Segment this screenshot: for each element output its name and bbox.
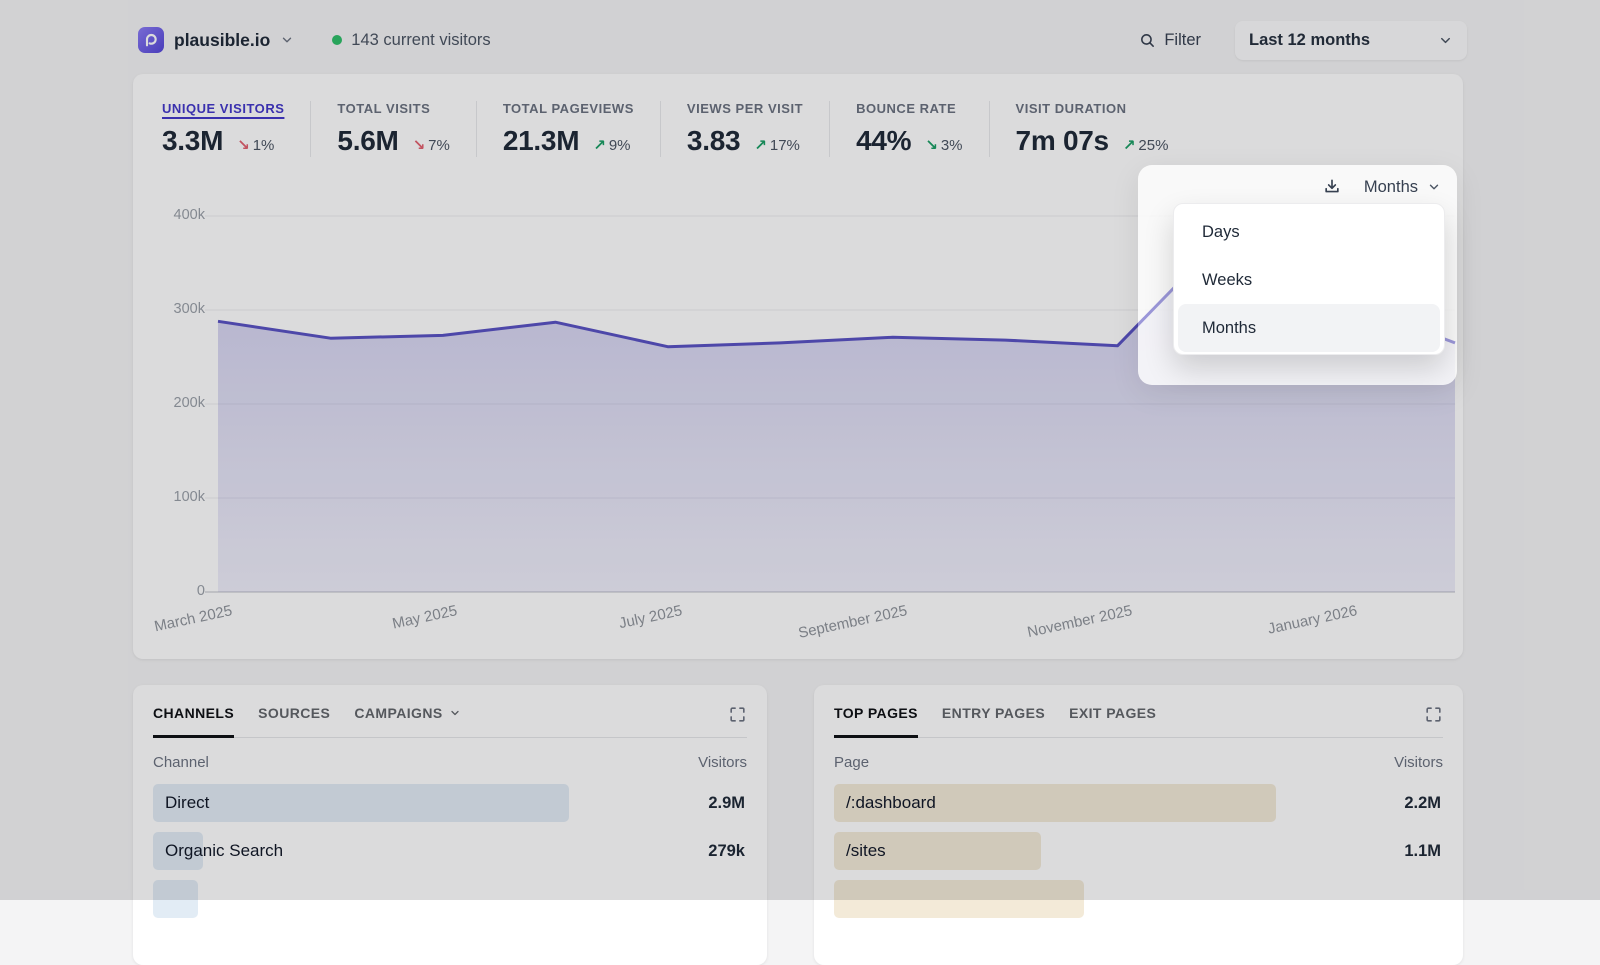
row-label: Organic Search: [165, 841, 284, 860]
live-dot-icon: [332, 35, 343, 45]
expand-icon[interactable]: [728, 705, 747, 724]
menu-item-days[interactable]: Days: [1202, 222, 1240, 241]
stat-unique-visitors[interactable]: UNIQUE VISITORS 3.3M ↘ 1%: [162, 101, 310, 157]
trend-arrow-icon: ↗: [754, 137, 767, 154]
column-header: Channel: [153, 754, 209, 771]
stat-change: ↗ 9%: [593, 137, 631, 154]
trend-arrow-icon: ↘: [412, 137, 426, 154]
trend-arrow-icon: ↘: [237, 137, 250, 154]
stat-total-visits[interactable]: TOTAL VISITS 5.6M ↘ 7%: [310, 101, 475, 157]
stat-value: 44%: [856, 125, 912, 156]
stat-label: BOUNCE RATE: [856, 101, 957, 116]
trend-arrow-icon: ↗: [1122, 137, 1136, 154]
stat-value: 5.6M: [337, 125, 399, 156]
row-bar: [834, 784, 1276, 822]
download-icon[interactable]: [1322, 177, 1342, 197]
interval-dropdown-menu: Days Weeks Months: [1173, 203, 1445, 355]
modal-backdrop: [0, 0, 1600, 900]
plausible-logo-icon: [138, 27, 164, 53]
menu-item-weeks[interactable]: Weeks: [1202, 270, 1253, 289]
topbar: plausible.io 143 current visitors Filter…: [133, 18, 1467, 62]
y-tick-label: 300k: [173, 301, 205, 317]
row-value: 279k: [708, 842, 745, 860]
stat-label: VIEWS PER VISIT: [686, 101, 804, 116]
row-bar: [153, 832, 204, 870]
expand-icon[interactable]: [1424, 705, 1443, 724]
site-switcher-chevron-icon[interactable]: [280, 33, 294, 47]
tab-channels[interactable]: CHANNELS: [153, 705, 235, 738]
stat-label: TOTAL PAGEVIEWS: [502, 101, 634, 116]
stat-change: ↘ 7%: [412, 137, 450, 154]
stat-views-per-visit[interactable]: VIEWS PER VISIT 3.83 ↗ 17%: [659, 101, 829, 157]
y-tick-label: 200k: [173, 395, 205, 411]
table-row-dashboard[interactable]: /:dashboard 2.2M: [834, 781, 1443, 825]
row-bar: [153, 784, 569, 822]
pages-columns: Page Visitors: [834, 754, 1443, 771]
tab-sources[interactable]: SOURCES: [258, 705, 331, 721]
site-name[interactable]: plausible.io: [174, 29, 271, 50]
chevron-down-icon: [1429, 184, 1439, 190]
stat-change: ↘ 3%: [925, 137, 963, 154]
interval-picker-button[interactable]: Months: [1364, 178, 1441, 197]
stat-visit-duration[interactable]: VISIT DURATION 7m 07s ↗ 25%: [988, 101, 1195, 157]
date-range-picker[interactable]: Last 12 months: [1235, 20, 1467, 60]
stat-change: ↗ 17%: [754, 137, 800, 154]
row-value: 2.9M: [708, 794, 745, 812]
row-value: 1.1M: [1404, 842, 1441, 860]
current-visitors-label: 143 current visitors: [351, 30, 491, 49]
tab-entry-pages[interactable]: ENTRY PAGES: [941, 705, 1046, 721]
table-row-sites[interactable]: /sites 1.1M: [834, 829, 1443, 873]
current-visitors[interactable]: 143 current visitors: [332, 30, 491, 50]
interval-picker-label: Months: [1363, 177, 1418, 196]
tab-top-pages[interactable]: TOP PAGES: [834, 705, 918, 738]
row-bar: [834, 832, 1042, 870]
table-row-direct[interactable]: Direct 2.9M: [153, 781, 747, 825]
filter-button[interactable]: Filter: [1139, 31, 1201, 50]
stat-bounce-rate[interactable]: BOUNCE RATE 44% ↘ 3%: [829, 101, 988, 157]
stat-value: 3.83: [686, 125, 741, 156]
chevron-down-icon: [450, 710, 459, 716]
table-row-organic-search[interactable]: Organic Search 279k: [153, 829, 747, 873]
stat-label: VISIT DURATION: [1015, 101, 1127, 116]
row-value: 2.2M: [1404, 794, 1441, 812]
trend-arrow-icon: ↗: [593, 137, 606, 154]
stat-label: TOTAL VISITS: [337, 101, 431, 116]
channels-tabs: CHANNELS SOURCES CAMPAIGNS: [153, 705, 747, 738]
pages-tabs: TOP PAGES ENTRY PAGES EXIT PAGES: [834, 705, 1443, 738]
stat-change: ↘ 1%: [237, 137, 275, 154]
tab-campaigns[interactable]: CAMPAIGNS: [354, 705, 460, 738]
chevron-down-icon: [1438, 33, 1453, 48]
column-header: Visitors: [1394, 754, 1443, 771]
column-header: Visitors: [698, 754, 747, 771]
stat-value: 21.3M: [502, 125, 580, 156]
stat-total-pageviews[interactable]: TOTAL PAGEVIEWS 21.3M ↗ 9%: [475, 101, 660, 157]
channels-rows: Direct 2.9M Organic Search 279k: [153, 781, 747, 921]
y-tick-label: 400k: [173, 207, 205, 223]
tab-exit-pages[interactable]: EXIT PAGES: [1069, 705, 1157, 721]
row-label: Direct: [165, 793, 210, 812]
search-icon: [1141, 33, 1155, 47]
stats-row: UNIQUE VISITORS 3.3M ↘ 1% TOTAL VISITS 5.6M ↘ 7…: [133, 74, 1463, 157]
column-header: Page: [834, 754, 870, 771]
stat-label: UNIQUE VISITORS: [162, 101, 285, 116]
stat-value: 3.3M: [162, 125, 224, 156]
stat-value: 7m 07s: [1015, 125, 1110, 156]
date-range-label: Last 12 months: [1249, 30, 1371, 49]
row-label: /:dashboard: [846, 793, 936, 812]
stat-change: ↗ 25%: [1122, 137, 1169, 154]
filter-label: Filter: [1164, 30, 1201, 49]
y-tick-label: 0: [196, 583, 205, 599]
channels-columns: Channel Visitors: [153, 754, 747, 771]
row-label: /sites: [846, 841, 886, 860]
y-tick-label: 100k: [173, 489, 205, 505]
menu-item-months[interactable]: Months: [1178, 304, 1440, 352]
graph-toolbar: Months: [1322, 177, 1441, 197]
trend-arrow-icon: ↘: [925, 137, 938, 154]
